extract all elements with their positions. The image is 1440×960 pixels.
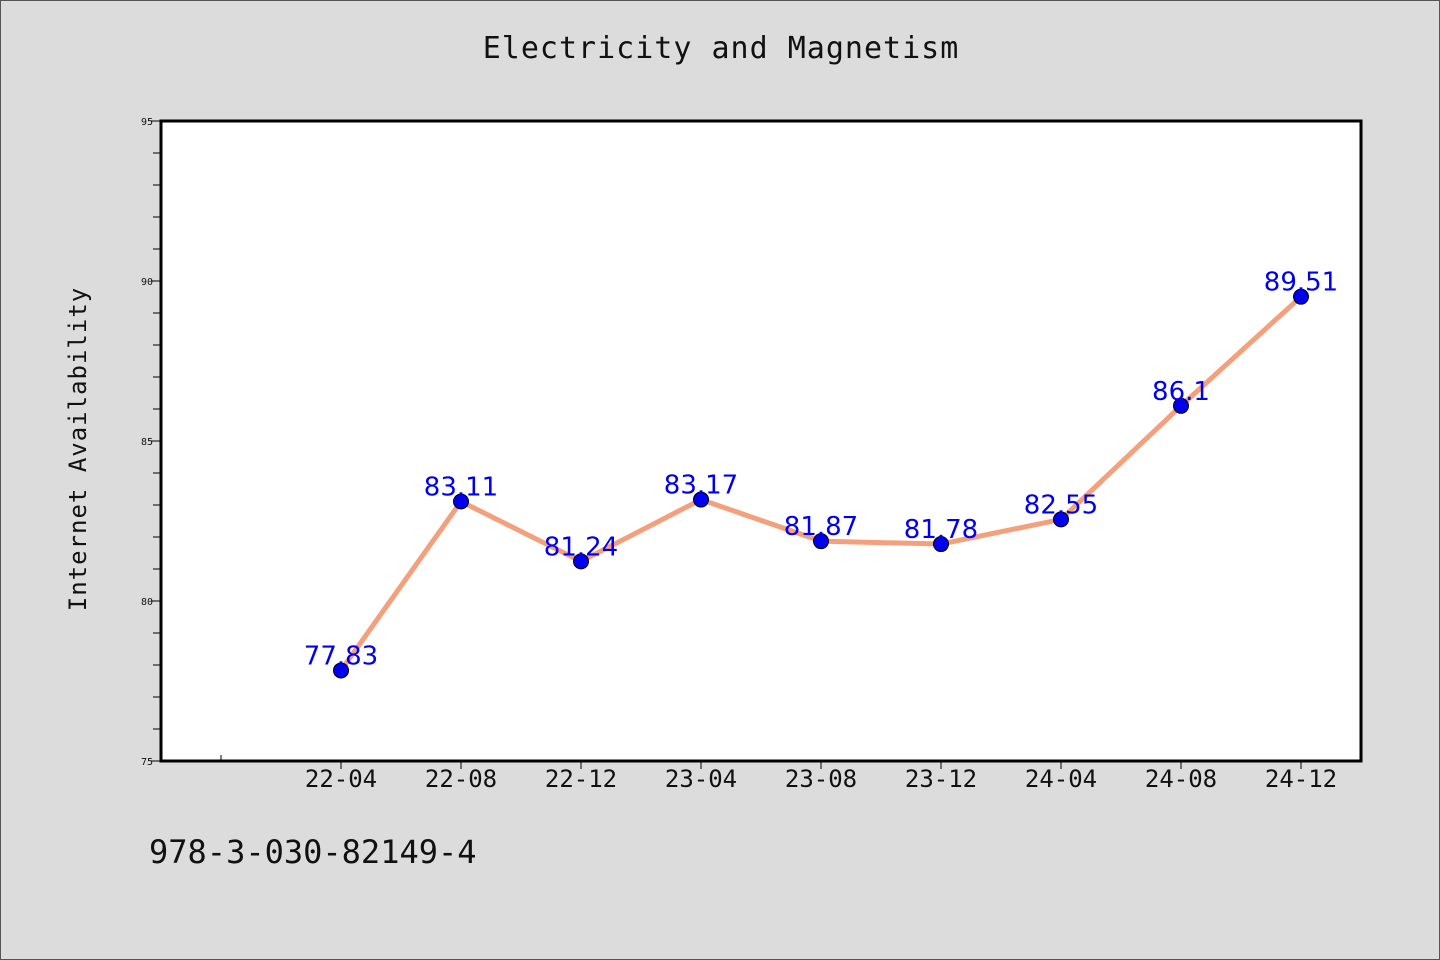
data-label: 83.17 bbox=[664, 471, 738, 501]
chart-title: Electricity and Magnetism bbox=[482, 31, 960, 66]
data-point bbox=[1053, 511, 1069, 528]
data-label: 81.87 bbox=[784, 512, 858, 542]
data-label: 89.51 bbox=[1264, 268, 1338, 298]
x-tick-label: 23-08 bbox=[785, 765, 857, 793]
x-tick-label: 24-08 bbox=[1145, 765, 1217, 793]
data-point bbox=[933, 536, 949, 553]
x-tick-label: 22-08 bbox=[425, 765, 497, 793]
y-tick-label: 85 bbox=[141, 437, 153, 448]
isbn-label: 978-3-030-82149-4 bbox=[149, 833, 477, 871]
x-tick-label: 22-04 bbox=[305, 765, 377, 793]
data-label: 83.11 bbox=[424, 472, 498, 502]
data-point bbox=[333, 662, 349, 679]
data-label: 81.24 bbox=[544, 532, 618, 562]
x-tick-label: 22-12 bbox=[545, 765, 617, 793]
series-markers-group bbox=[333, 288, 1309, 679]
y-tick-label: 75 bbox=[141, 757, 153, 768]
data-point bbox=[573, 553, 589, 570]
x-tick-label: 23-12 bbox=[905, 765, 977, 793]
x-tick-label: 24-12 bbox=[1265, 765, 1337, 793]
data-point bbox=[813, 533, 829, 550]
y-tick-label: 80 bbox=[141, 597, 153, 608]
data-label: 77.83 bbox=[304, 641, 378, 671]
x-axis: 22-04 22-08 22-12 23-04 23-08 23-12 24-04 24-08… bbox=[220, 755, 1337, 793]
data-label: 81.78 bbox=[904, 515, 978, 545]
y-tick-label: 95 bbox=[141, 117, 153, 128]
data-point bbox=[1293, 288, 1309, 305]
data-labels-group: 77.83 83.11 81.24 83.17 81.87 81.78 82.55 86.1 8… bbox=[304, 268, 1338, 672]
y-axis-label: Internet Availability bbox=[64, 287, 92, 611]
x-tick-label: 24-04 bbox=[1025, 765, 1097, 793]
plot-area bbox=[159, 119, 1363, 763]
y-tick-label: 90 bbox=[141, 277, 153, 288]
data-point bbox=[693, 491, 709, 508]
y-axis: 75 80 85 90 95 bbox=[141, 117, 161, 768]
data-label: 86.1 bbox=[1152, 377, 1210, 407]
x-tick-label: 23-04 bbox=[665, 765, 737, 793]
data-point bbox=[453, 493, 469, 510]
data-label: 82.55 bbox=[1024, 490, 1098, 520]
data-point bbox=[1173, 397, 1189, 414]
